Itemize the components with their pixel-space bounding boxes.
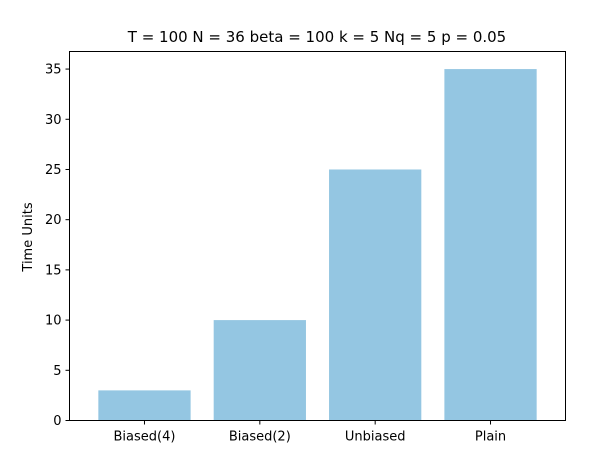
y-tick-label: 30: [45, 113, 62, 128]
bars-group: [98, 69, 537, 421]
bar-biased-2: [213, 320, 306, 421]
bar-biased-4: [98, 390, 191, 421]
x-tick-label: Plain: [475, 430, 506, 445]
y-axis-label: Time Units: [21, 202, 36, 272]
bar-unbiased: [329, 169, 422, 421]
x-ticks-group: Biased(4) Biased(2) Unbiased Plain: [114, 420, 506, 445]
x-tick-label: Biased(2): [229, 430, 291, 445]
y-tick-label: 0: [53, 414, 61, 429]
x-tick-label: Unbiased: [345, 430, 406, 445]
y-tick-label: 25: [45, 163, 62, 178]
plot-frame: [69, 51, 566, 421]
y-tick-label: 20: [45, 213, 62, 228]
chart-title: T = 100 N = 36 beta = 100 k = 5 Nq = 5 p…: [127, 28, 506, 46]
y-tick-label: 35: [45, 63, 62, 78]
x-tick-label: Biased(4): [114, 430, 176, 445]
y-tick-label: 15: [45, 263, 62, 278]
bar-plain: [444, 69, 537, 421]
y-tick-label: 10: [45, 314, 62, 329]
y-tick-label: 5: [53, 364, 61, 379]
y-ticks-group: 0 5 10 15 20 25 30 35: [45, 63, 70, 429]
